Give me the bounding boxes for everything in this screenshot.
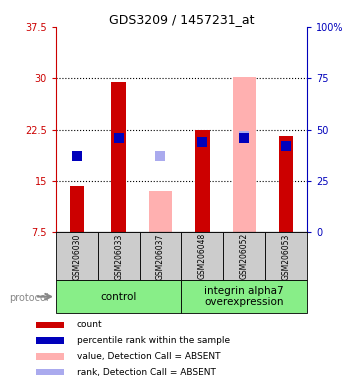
Text: GSM206037: GSM206037 <box>156 233 165 280</box>
Text: integrin alpha7
overexpression: integrin alpha7 overexpression <box>204 286 284 308</box>
Text: GSM206048: GSM206048 <box>198 233 207 280</box>
Bar <box>140 232 181 280</box>
Text: GSM206052: GSM206052 <box>240 233 249 280</box>
Point <box>74 153 80 159</box>
Bar <box>195 130 210 232</box>
Text: value, Detection Call = ABSENT: value, Detection Call = ABSENT <box>77 352 221 361</box>
Bar <box>36 321 64 328</box>
Text: GSM206053: GSM206053 <box>282 233 291 280</box>
Text: rank, Detection Call = ABSENT: rank, Detection Call = ABSENT <box>77 368 216 377</box>
Text: GSM206033: GSM206033 <box>114 233 123 280</box>
Text: percentile rank within the sample: percentile rank within the sample <box>77 336 230 345</box>
Title: GDS3209 / 1457231_at: GDS3209 / 1457231_at <box>109 13 254 26</box>
Bar <box>111 82 126 232</box>
Bar <box>36 353 64 359</box>
Bar <box>181 280 307 313</box>
Text: control: control <box>100 291 137 302</box>
Point <box>241 133 247 139</box>
Text: count: count <box>77 320 103 329</box>
Bar <box>70 186 84 232</box>
Bar <box>232 77 256 232</box>
Point <box>116 135 122 141</box>
Point <box>199 139 205 145</box>
Bar <box>149 191 172 232</box>
Bar <box>36 369 64 376</box>
Point <box>283 143 289 149</box>
Bar <box>98 232 140 280</box>
Bar <box>181 232 223 280</box>
Text: protocol: protocol <box>9 293 49 303</box>
Point <box>241 135 247 141</box>
Bar <box>279 136 293 232</box>
Text: GSM206030: GSM206030 <box>72 233 81 280</box>
Bar <box>56 232 98 280</box>
Point <box>158 153 164 159</box>
Bar <box>56 280 181 313</box>
Bar <box>36 338 64 344</box>
Bar <box>265 232 307 280</box>
Bar <box>223 232 265 280</box>
